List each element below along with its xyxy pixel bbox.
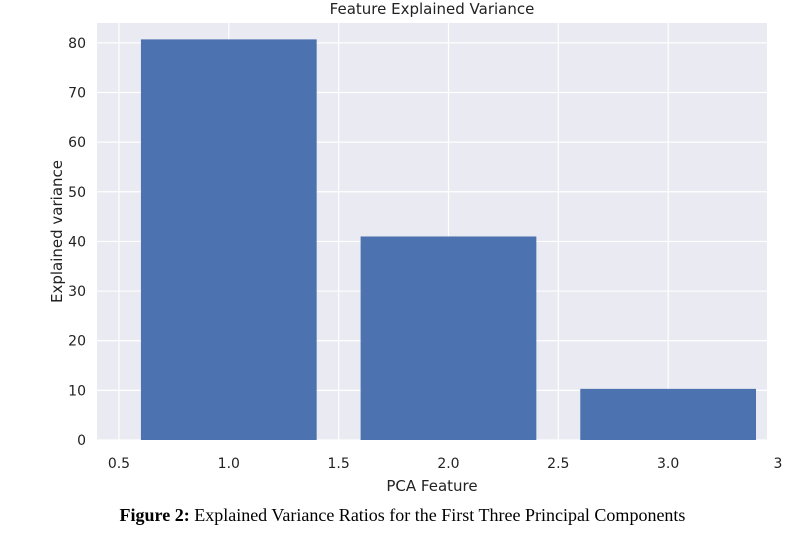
y-tick-label: 0: [77, 433, 86, 449]
bars: [140, 39, 757, 440]
y-tick-label: 70: [68, 86, 86, 102]
y-tick-label: 50: [68, 185, 86, 201]
x-tick-label: 0.5: [108, 456, 130, 472]
figure-caption: Figure 2: Explained Variance Ratios for …: [0, 505, 805, 526]
x-tick-label: 2.5: [547, 456, 569, 472]
y-axis-ticks: 0 10 20 30 40 50 60 70 80: [68, 36, 86, 449]
x-tick-label: 3: [774, 456, 783, 472]
y-tick-label: 20: [68, 334, 86, 350]
bar: [580, 388, 757, 440]
y-tick-label: 80: [68, 36, 86, 52]
y-axis-label: Explained variance: [48, 160, 66, 303]
y-tick-label: 10: [68, 383, 86, 399]
caption-text: Explained Variance Ratios for the First …: [189, 505, 686, 525]
caption-label: Figure 2:: [119, 505, 190, 525]
x-tick-label: 2.0: [437, 456, 459, 472]
chart-title: Feature Explained Variance: [330, 0, 535, 18]
y-tick-label: 40: [68, 234, 86, 250]
x-tick-label: 3.0: [657, 456, 679, 472]
x-tick-label: 1.0: [218, 456, 240, 472]
chart: 0.5 1.0 1.5 2.0 2.5 3.0 3 0 10 20 30 40 50 60 70 80 Fe…: [48, 0, 783, 495]
x-axis-ticks: 0.5 1.0 1.5 2.0 2.5 3.0 3: [108, 456, 783, 472]
x-axis-label: PCA Feature: [386, 477, 477, 495]
y-tick-label: 30: [68, 284, 86, 300]
x-tick-label: 1.5: [328, 456, 350, 472]
bar: [360, 236, 537, 440]
y-tick-label: 60: [68, 135, 86, 151]
bar: [140, 39, 317, 440]
